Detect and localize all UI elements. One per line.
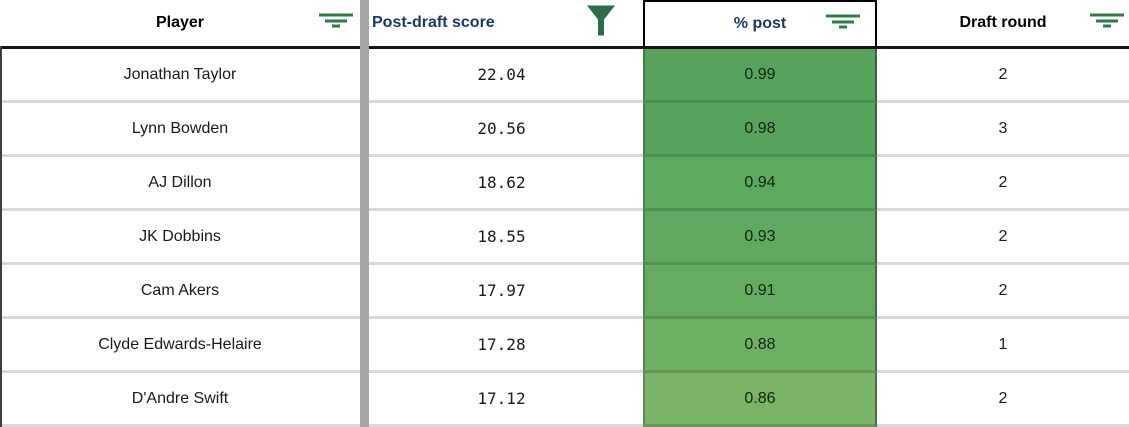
player-cell[interactable]: D'Andre Swift [0,373,360,427]
player-cell[interactable]: Clyde Edwards-Helaire [0,319,360,373]
draft-round-cell[interactable]: 3 [877,103,1129,157]
filter-lines-icon[interactable] [318,13,354,34]
pct-post-cell[interactable]: 0.91 [643,265,877,319]
pct-post-cell[interactable]: 0.93 [643,211,877,265]
post-draft-score-cell[interactable]: 17.97 [360,265,643,319]
draft-round-cell[interactable]: 2 [877,211,1129,265]
post-draft-score-cell[interactable]: 17.28 [360,319,643,373]
column-header-player[interactable]: Player [0,0,360,46]
pct-post-cell[interactable]: 0.99 [643,49,877,103]
draft-round-cell[interactable]: 2 [877,157,1129,211]
pct-post-cell[interactable]: 0.86 [643,373,877,427]
player-cell[interactable]: Cam Akers [0,265,360,319]
post-draft-score-cell[interactable]: 18.55 [360,211,643,265]
post-draft-score-cell[interactable]: 17.12 [360,373,643,427]
column-header-pct-post[interactable]: % post [643,0,877,46]
table-row: Jonathan Taylor 22.04 0.99 2 [0,49,1129,103]
column-header-player-label: Player [155,14,205,31]
table-left-border [0,46,2,427]
column-header-post-draft-score[interactable]: Post-draft score [360,0,643,46]
post-draft-score-cell[interactable]: 20.56 [360,103,643,157]
pct-post-cell[interactable]: 0.94 [643,157,877,211]
draft-round-cell[interactable]: 1 [877,319,1129,373]
column-header-draft-round[interactable]: Draft round [877,0,1129,46]
player-cell[interactable]: AJ Dillon [0,157,360,211]
table-row: Lynn Bowden 20.56 0.98 3 [0,103,1129,157]
player-cell[interactable]: Jonathan Taylor [0,49,360,103]
table-row: AJ Dillon 18.62 0.94 2 [0,157,1129,211]
draft-round-cell[interactable]: 2 [877,373,1129,427]
filter-lines-icon[interactable] [825,14,861,35]
column-header-pct-post-label: % post [733,15,787,32]
post-draft-score-cell[interactable]: 18.62 [360,157,643,211]
table-row: Cam Akers 17.97 0.91 2 [0,265,1129,319]
table-row: JK Dobbins 18.55 0.93 2 [0,211,1129,265]
pct-post-cell[interactable]: 0.88 [643,319,877,373]
post-draft-score-cell[interactable]: 22.04 [360,49,643,103]
table-row: D'Andre Swift 17.12 0.86 2 [0,373,1129,427]
filter-funnel-icon[interactable] [587,5,615,41]
column-divider-handle[interactable] [360,0,369,427]
draft-round-cell[interactable]: 2 [877,265,1129,319]
player-cell[interactable]: JK Dobbins [0,211,360,265]
draft-round-cell[interactable]: 2 [877,49,1129,103]
column-header-post-draft-score-label: Post-draft score [372,14,495,31]
column-header-draft-round-label: Draft round [959,14,1047,31]
table-header: Player Post-draft score % post [0,0,1129,49]
table-row: Clyde Edwards-Helaire 17.28 0.88 1 [0,319,1129,373]
pct-post-cell[interactable]: 0.98 [643,103,877,157]
player-cell[interactable]: Lynn Bowden [0,103,360,157]
filter-lines-icon[interactable] [1089,13,1125,34]
